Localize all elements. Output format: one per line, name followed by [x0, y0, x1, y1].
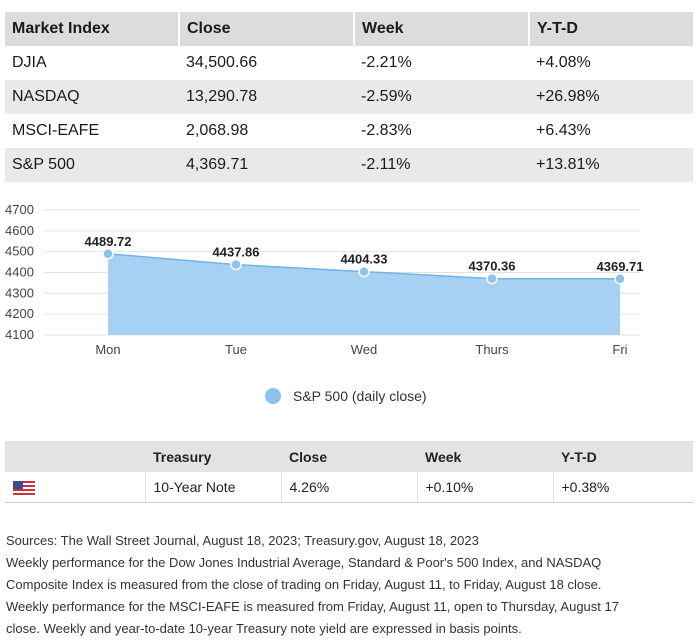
header-week: Week [417, 441, 553, 472]
data-label: 4369.71 [597, 259, 644, 274]
y-tick-label: 4500 [5, 244, 34, 259]
data-label: 4404.33 [341, 252, 388, 267]
x-tick-label: Wed [351, 342, 378, 357]
treasury-ytd: +0.38% [552, 472, 693, 503]
x-tick-label: Thurs [475, 342, 509, 357]
data-label: 4489.72 [85, 234, 132, 249]
index-close: 2,068.98 [186, 122, 249, 139]
treasury-table-header: Treasury Close Week Y-T-D [5, 441, 693, 472]
table-row: MSCI-EAFE 2,068.98 -2.83% +6.43% [5, 114, 693, 148]
us-flag-icon [13, 481, 35, 496]
index-name: DJIA [12, 54, 47, 71]
treasury-week: +0.10% [416, 472, 553, 503]
y-tick-label: 4400 [5, 265, 34, 280]
footnotes: Sources: The Wall Street Journal, August… [6, 530, 696, 640]
market-index-table: Market Index Close Week Y-T-D DJIA 34,50… [5, 12, 693, 182]
header-treasury: Treasury [145, 441, 281, 472]
index-week: -2.83% [361, 122, 412, 139]
market-table-header: Market Index Close Week Y-T-D [5, 12, 693, 46]
table-row: NASDAQ 13,290.78 -2.59% +26.98% [5, 80, 693, 114]
footnote-line: close. Weekly and year-to-date 10-year T… [6, 621, 522, 636]
index-close: 4,369.71 [179, 148, 354, 182]
header-flag [5, 441, 145, 472]
header-week: Week [354, 12, 530, 46]
header-close: Close [179, 12, 355, 46]
legend-label: S&P 500 (daily close) [293, 388, 427, 404]
y-tick-label: 4100 [5, 327, 34, 342]
flag-cell [5, 472, 145, 503]
footnote-line: Sources: The Wall Street Journal, August… [6, 533, 479, 548]
data-point [614, 273, 626, 285]
sp500-area-chart: 4700 4600 4500 4400 4300 4200 4100 4489.72 4437.… [5, 202, 644, 357]
series-area [108, 253, 620, 335]
treasury-name: 10-Year Note [144, 472, 281, 503]
table-row: 10-Year Note 4.26% +0.10% +0.38% [5, 472, 693, 503]
index-week: -2.21% [361, 54, 412, 71]
footnote-line: Weekly performance for the Dow Jones Ind… [6, 555, 602, 570]
index-name: MSCI-EAFE [12, 122, 100, 139]
header-ytd: Y-T-D [529, 12, 693, 46]
data-point [230, 258, 242, 271]
treasury-table: Treasury Close Week Y-T-D 10-Year Note 4… [5, 441, 693, 503]
index-week: -2.59% [354, 80, 529, 114]
y-tick-label: 4700 [5, 202, 34, 217]
table-row: S&P 500 4,369.71 -2.11% +13.81% [5, 148, 693, 182]
index-ytd: +4.08% [536, 54, 591, 71]
y-tick-label: 4600 [5, 223, 34, 238]
legend-swatch [265, 388, 281, 404]
y-tick-label: 4300 [5, 285, 34, 300]
header-close: Close [281, 441, 417, 472]
index-ytd: +13.81% [529, 148, 693, 182]
index-ytd: +6.43% [536, 122, 591, 139]
header-ytd: Y-T-D [553, 441, 693, 472]
header-market-index: Market Index [5, 12, 180, 46]
footnote-line: Composite Index is measured from the clo… [6, 577, 602, 592]
data-point [486, 272, 498, 285]
x-tick-label: Tue [225, 342, 247, 357]
index-ytd: +26.98% [529, 80, 693, 114]
data-label: 4370.36 [469, 259, 516, 274]
index-name: NASDAQ [5, 80, 179, 114]
footnote-line: Weekly performance for the MSCI-EAFE is … [6, 599, 619, 614]
x-tick-label: Mon [95, 342, 120, 357]
data-point [102, 248, 114, 260]
data-point [358, 265, 370, 278]
data-label: 4437.86 [213, 245, 260, 260]
table-row: DJIA 34,500.66 -2.21% +4.08% [5, 46, 693, 80]
index-close: 13,290.78 [179, 80, 354, 114]
x-tick-label: Fri [612, 342, 627, 357]
treasury-close: 4.26% [280, 472, 417, 503]
index-close: 34,500.66 [186, 54, 258, 71]
index-name: S&P 500 [5, 148, 179, 182]
index-week: -2.11% [354, 148, 529, 182]
y-tick-label: 4200 [5, 306, 34, 321]
chart-legend: S&P 500 (daily close) [265, 388, 427, 404]
